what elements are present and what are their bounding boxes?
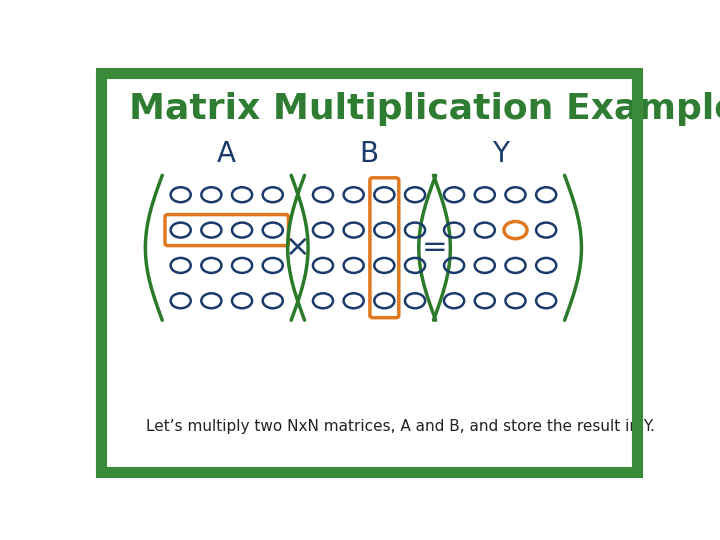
Text: Y: Y: [492, 140, 508, 168]
Text: ×: ×: [285, 233, 310, 262]
Text: B: B: [359, 140, 379, 168]
Text: Matrix Multiplication Example: Matrix Multiplication Example: [129, 92, 720, 126]
Text: A: A: [217, 140, 236, 168]
Text: Let’s multiply two NxN matrices, A and B, and store the result in Y.: Let’s multiply two NxN matrices, A and B…: [145, 419, 654, 434]
Text: =: =: [422, 233, 447, 262]
